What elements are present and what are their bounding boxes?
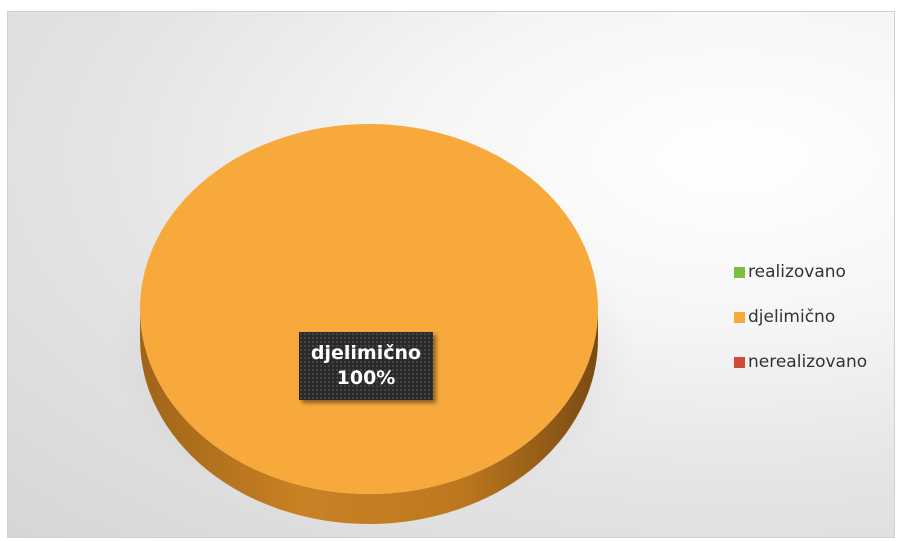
legend-item-nerealizovano[interactable]: nerealizovano: [734, 350, 894, 374]
legend-swatch: [734, 356, 745, 368]
legend-swatch: [734, 266, 745, 278]
chart-area: djelimično 100% realizovano djelimično n…: [7, 11, 895, 538]
data-label-category: djelimično: [310, 342, 422, 364]
pie-slices: [140, 124, 598, 524]
data-label: djelimično 100%: [299, 332, 433, 400]
legend-label: nerealizovano: [748, 352, 868, 372]
data-label-value: 100%: [336, 367, 396, 389]
legend-label: djelimično: [748, 307, 836, 327]
legend-item-realizovano[interactable]: realizovano: [734, 260, 894, 284]
pie-slice-djelimicno[interactable]: [140, 124, 598, 494]
legend-swatch: [734, 311, 745, 323]
legend-item-djelimicno[interactable]: djelimično: [734, 305, 894, 329]
pie-slice-djelimicno-side: [140, 309, 598, 524]
chart-legend: realizovano djelimično nerealizovano: [734, 260, 894, 395]
legend-label: realizovano: [748, 262, 846, 282]
